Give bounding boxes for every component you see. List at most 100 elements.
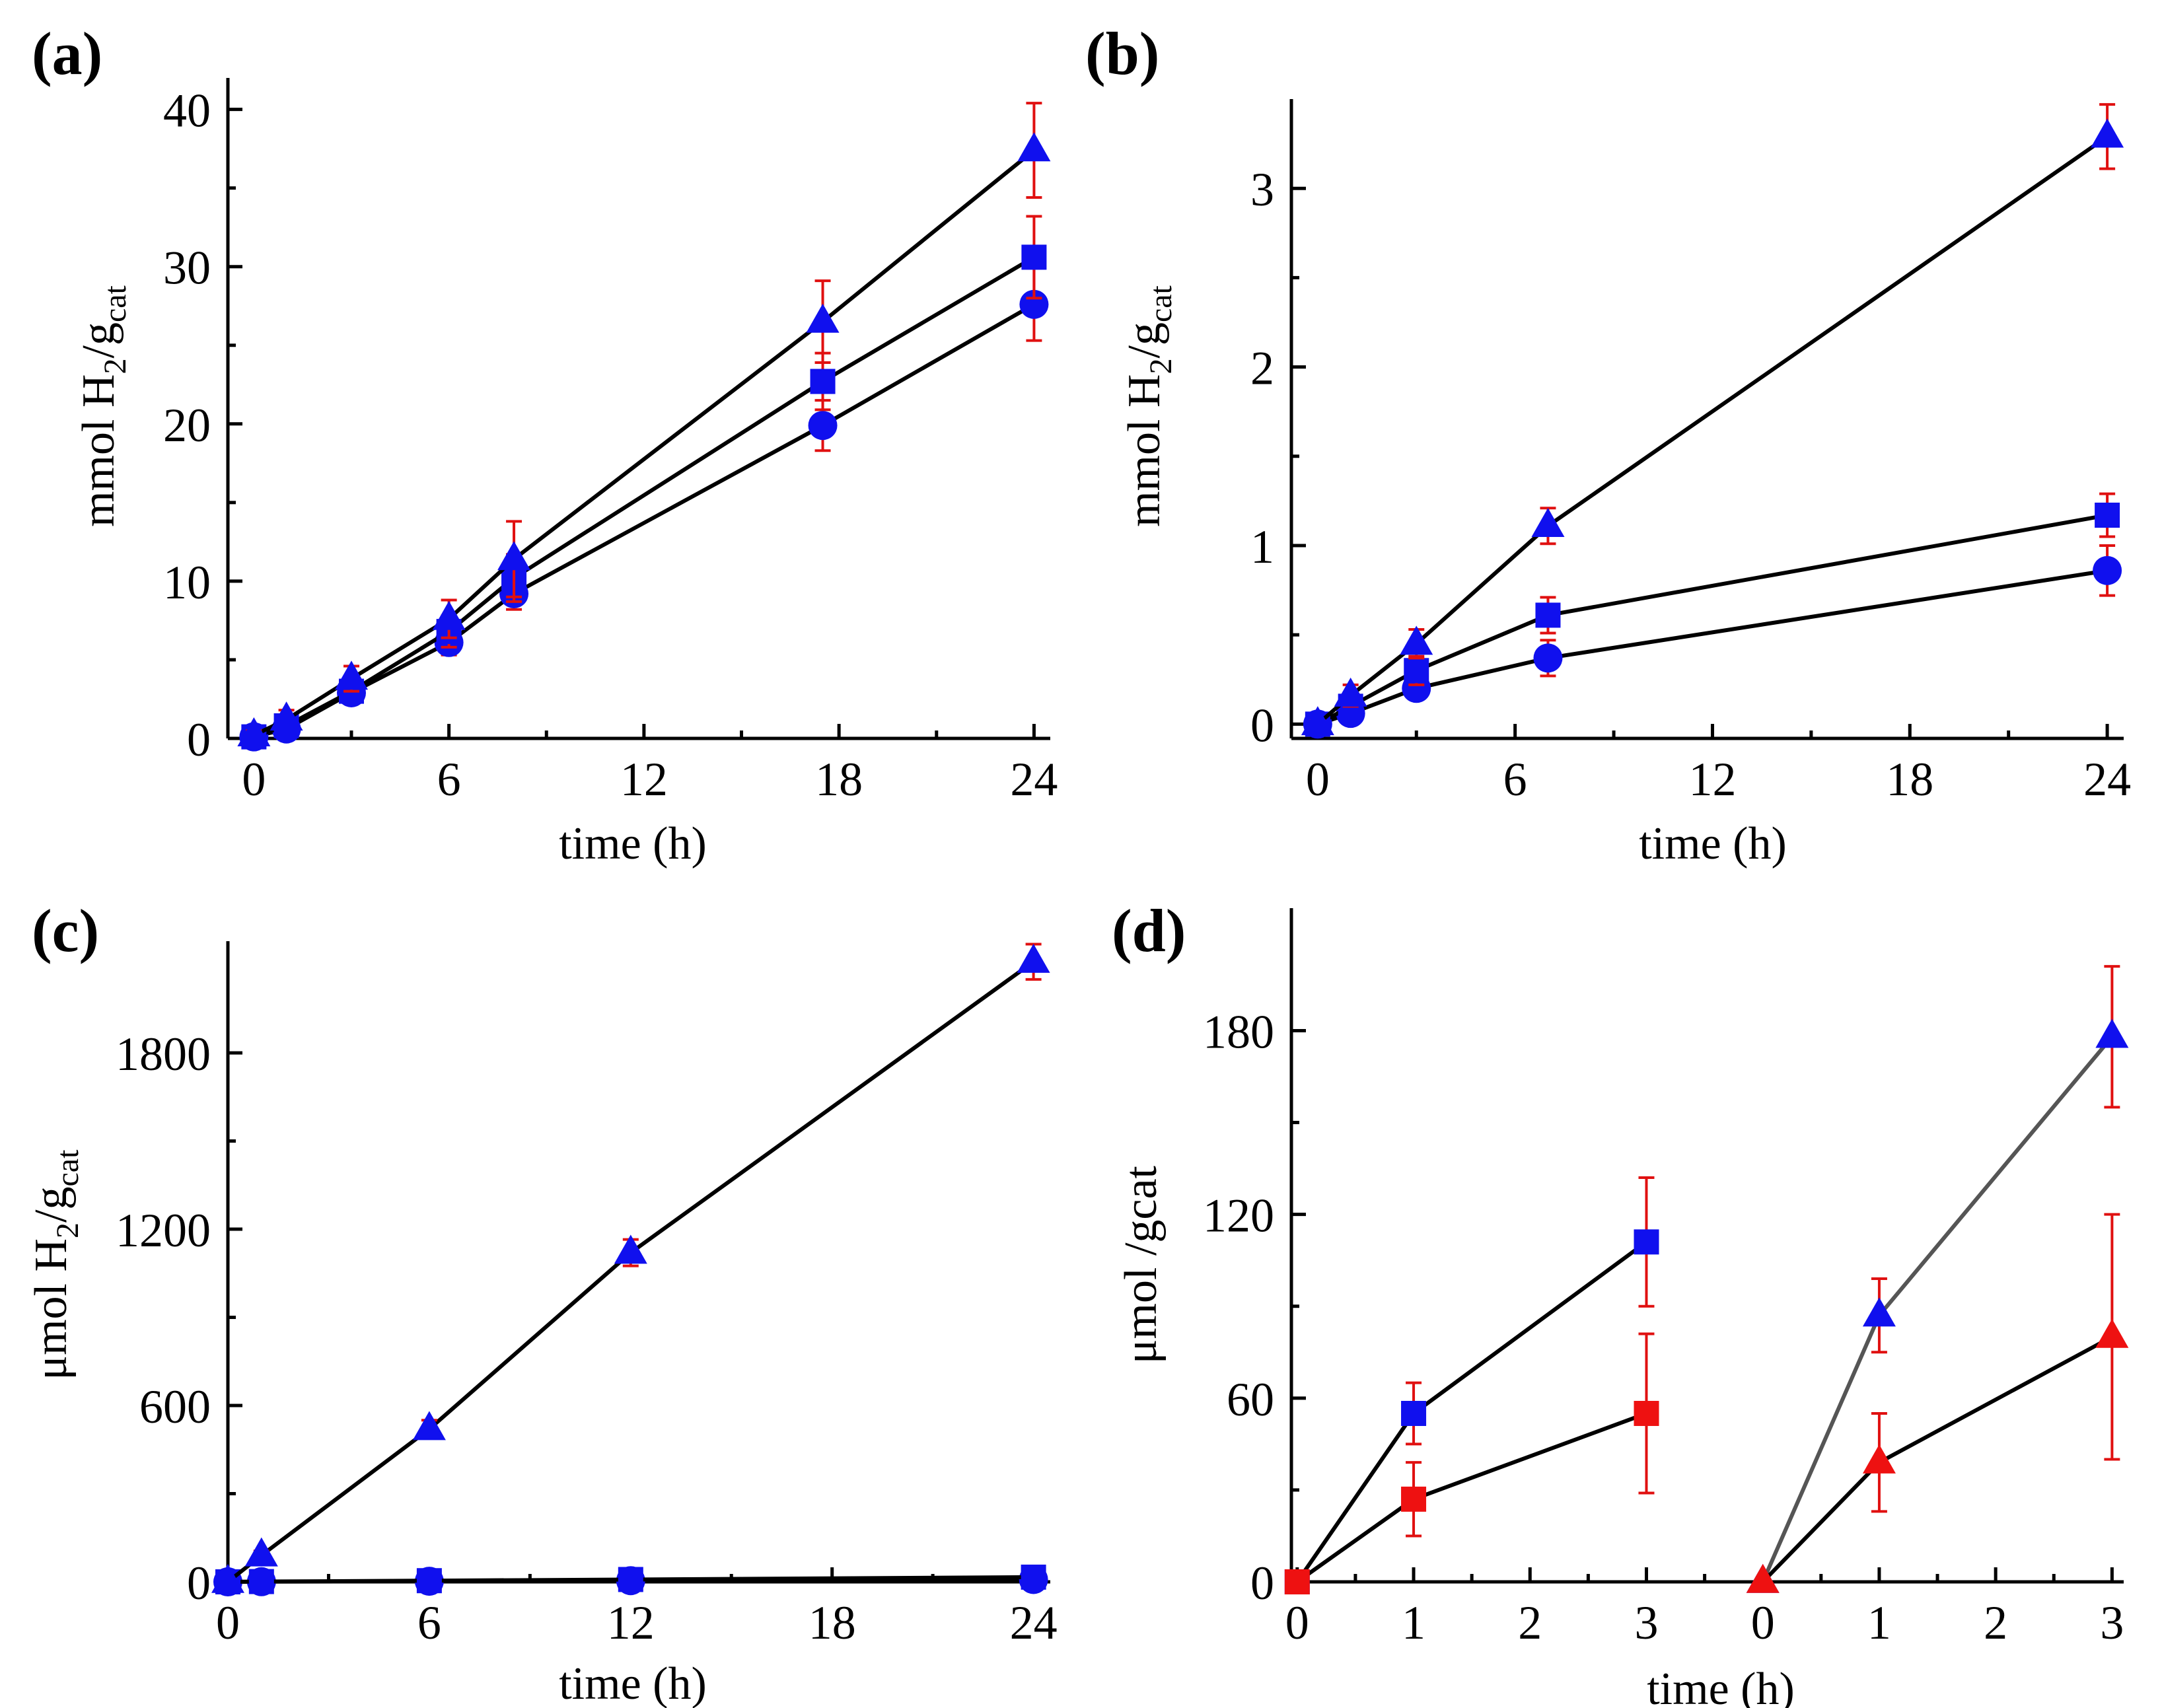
panel-b-x-tick-label: 0 [1306, 753, 1330, 806]
panel-a-data-point [810, 369, 836, 394]
panel-b-x-tick-label: 24 [2083, 753, 2131, 806]
panel-a-x-tick-label: 18 [815, 753, 863, 806]
panel-c-data-point [416, 1568, 442, 1594]
panel-d-series-2 [1746, 965, 2129, 1593]
panel-d-y-tick-label: 60 [1227, 1373, 1274, 1426]
panel-b-data-point [1531, 507, 1565, 537]
panel-a-plot [237, 102, 1051, 752]
panel-b-x-tick-label: 6 [1503, 753, 1527, 806]
panel-a-series-2 [237, 102, 1051, 746]
panel-c-data-point [1017, 943, 1050, 973]
panel-d-series-line [1296, 1411, 1647, 1584]
panel-a-y-axis-label: mmol H2/gcat [73, 285, 133, 526]
panel-a-data-point [334, 660, 368, 690]
panel-d-label: (d) [1112, 897, 1186, 964]
panel-c-x-axis-label: time (h) [559, 1658, 707, 1708]
panel-b-y-tick-label: 3 [1250, 163, 1274, 216]
panel-a-y-tick-label: 20 [163, 399, 211, 452]
panel-d-x-tick-label: 3 [2100, 1596, 2124, 1649]
panel-d-ylabel-base: μmol /gcat [1116, 1165, 1167, 1364]
panel-b-series-line [1316, 568, 2108, 727]
panel-d-series-3 [1746, 1213, 2129, 1593]
panel-b-plot [1301, 103, 2124, 739]
panel-b-data-point [1535, 602, 1561, 628]
panel-a-data-point [270, 701, 303, 731]
panel-c-data-point [618, 1567, 643, 1592]
panel-b-ylabel-base: mmol H [1119, 374, 1170, 527]
panel-d-x-tick-label: 2 [1518, 1596, 1542, 1649]
panel-a-series-line [253, 149, 1036, 737]
panel-c-x-tick-label: 6 [417, 1596, 441, 1649]
panel-d-x-tick-label: 2 [1984, 1596, 2007, 1649]
panel-b-x-axis-label: time (h) [1639, 818, 1787, 869]
panel-c-data-point [614, 1234, 647, 1264]
panel-c-series-line [227, 960, 1035, 1584]
panel-d-x-tick-label: 1 [1867, 1596, 1891, 1649]
panel-a-series-1 [241, 215, 1047, 750]
panel-d: (d) μmol /gcat time (h) 0 1 2 3 0 1 2 3 0 60 120 18… [1112, 897, 2129, 1708]
panel-c-data-point [412, 1411, 446, 1441]
panel-a-data-point [808, 411, 838, 441]
panel-d-x-tick-label: 0 [1751, 1596, 1775, 1649]
panel-b-y-tick-label: 2 [1250, 342, 1274, 395]
panel-d-x-tick-label: 3 [1634, 1596, 1658, 1649]
panel-a-ylabel-sub2: cat [98, 285, 133, 322]
panel-b-data-point [2093, 555, 2122, 585]
panel-c-y-tick-label: 0 [187, 1557, 211, 1610]
panel-a-axes: 0 6 12 18 24 0 10 20 30 40 [163, 78, 1058, 806]
panel-b-data-point [2091, 118, 2124, 148]
panel-b-data-point [1400, 625, 1433, 655]
panel-c-y-tick-label: 1800 [116, 1028, 211, 1081]
panel-c-x-tick-label: 24 [1010, 1596, 1058, 1649]
panel-c-label: (c) [32, 897, 99, 964]
panel-b-series-line [1316, 513, 2108, 727]
panel-a-x-axis-label: time (h) [559, 818, 707, 869]
panel-b-data-point [1334, 677, 1367, 707]
panel-b-label: (b) [1085, 20, 1159, 87]
panel-a: (a) mmol H2/gcat time (h) 0 6 12 18 24010203… [32, 20, 1058, 869]
panel-c-x-tick-label: 0 [216, 1596, 240, 1649]
panel-b-data-point [1533, 643, 1563, 673]
panel-d-y-tick-label: 180 [1203, 1005, 1274, 1058]
panel-d-y-axis-label: μmol /gcat [1116, 1165, 1167, 1364]
panel-c-data-point [1021, 1564, 1046, 1590]
svg-text:mmol H2/gcat: mmol H2/gcat [1119, 285, 1178, 526]
panel-c-x-tick-label: 12 [607, 1596, 655, 1649]
panel-b-ylabel-sub2: cat [1143, 285, 1178, 322]
panel-b-y-axis-label: mmol H2/gcat [1119, 285, 1178, 526]
panel-c-y-tick-label: 600 [139, 1380, 211, 1433]
panel-c-series-1 [215, 1564, 1046, 1594]
panel-b-ylabel-mid: /g [1119, 322, 1170, 358]
panel-c-y-axis-label: μmol H2/gcat [26, 1149, 85, 1380]
panel-c-ylabel-sub1: 2 [50, 1223, 85, 1238]
panel-d-data-point [1284, 1569, 1310, 1594]
panel-a-y-tick-label: 30 [163, 242, 211, 295]
panel-d-data-point [1634, 1401, 1659, 1426]
panel-c-data-point [248, 1569, 274, 1594]
panel-a-x-tick-label: 24 [1010, 753, 1058, 806]
panel-d-x-axis-label: time (h) [1647, 1664, 1795, 1708]
panel-b-data-point [2095, 503, 2120, 528]
svg-text:μmol H2/gcat: μmol H2/gcat [26, 1149, 85, 1380]
panel-d-y-tick-label: 120 [1203, 1190, 1274, 1242]
panel-d-data-point [1746, 1563, 1780, 1593]
panel-d-axes: 0 1 2 3 0 1 2 3 0 60 120 180 [1203, 908, 2124, 1649]
panel-d-data-point [2095, 1018, 2129, 1048]
panel-b-x-tick-label: 12 [1688, 753, 1736, 806]
panel-a-y-tick-label: 10 [163, 556, 211, 609]
panel-c-data-point [211, 1563, 244, 1593]
panel-c-ylabel-base: μmol H [26, 1238, 77, 1380]
panel-c-ylabel-mid: /g [26, 1187, 77, 1223]
panel-a-data-point [497, 541, 531, 571]
panel-b-x-tick-label: 18 [1886, 753, 1933, 806]
panel-a-data-point [1021, 244, 1047, 270]
panel-c-plot [211, 943, 1050, 1596]
panel-c-data-point [244, 1537, 278, 1567]
panel-d-x-tick-label: 1 [1402, 1596, 1425, 1649]
panel-d-data-point [1401, 1486, 1427, 1512]
panel-a-y-tick-label: 40 [163, 85, 211, 137]
panel-b-series-1 [1305, 492, 2120, 737]
panel-b-data-point [1404, 658, 1429, 684]
